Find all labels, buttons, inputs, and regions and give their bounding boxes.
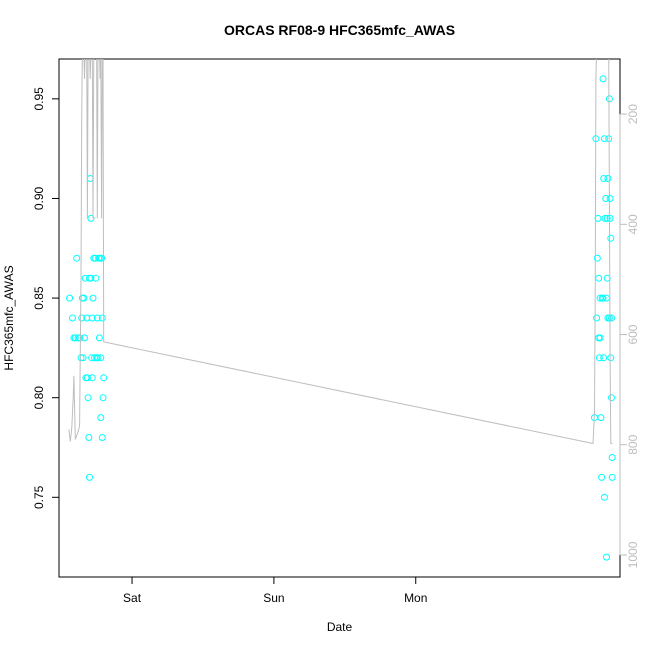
data-point [603,553,610,561]
data-point [81,334,88,342]
data-point [599,294,607,302]
data-point [606,195,614,202]
x-tick-label: Mon [404,591,427,605]
data-point [77,354,85,362]
y-tick-label: 0.85 [32,286,46,310]
data-point [86,473,93,481]
data-point [600,135,608,143]
series-line [68,59,613,445]
data-point [71,334,79,342]
data-point [69,314,76,322]
y-tick-label: 0.75 [32,485,46,509]
data-point [595,354,603,362]
y-tick-label: 0.90 [32,186,46,210]
data-point [600,175,608,182]
data-point [100,374,108,382]
x-tick-label: Sun [263,591,284,605]
y2-tick-label: 1000 [626,541,640,568]
data-point [83,374,91,382]
data-point [93,314,101,322]
data-point [599,75,607,83]
data-point [88,374,96,382]
chart-axes: Sat Sun Mon 0.75 0.80 0.85 0.90 0.95 200 400 600 80… [32,87,640,605]
data-point [73,254,81,262]
data-point [97,354,105,362]
y2-tick-label: 600 [626,324,640,344]
plot-frame [58,58,621,578]
data-point [89,294,97,302]
data-point [595,274,603,282]
data-point [593,314,601,322]
data-point [92,274,100,282]
data-point [98,314,106,322]
x-axis-label: Date [327,620,353,634]
y2-tick-label: 800 [626,434,640,454]
data-point [78,314,86,322]
data-point [607,234,615,242]
data-point [597,414,605,422]
y2-tick-label: 400 [626,214,640,234]
x-tick-label: Sat [123,591,142,605]
data-point [602,195,610,202]
data-point [86,175,94,182]
data-point [608,454,616,461]
data-point [596,334,604,342]
data-point [593,254,601,262]
data-point [98,254,106,262]
data-point [85,434,93,441]
data-point [606,214,614,222]
data-point [600,493,608,501]
y-tick-label: 0.95 [32,87,46,111]
data-point [607,354,615,362]
data-point [608,394,615,402]
data-point [97,414,105,422]
data-point [598,473,606,481]
data-point [600,354,608,362]
y2-tick-label: 200 [626,104,640,124]
data-point [88,314,96,322]
chart-title: ORCAS RF08-9 HFC365mfc_AWAS [224,22,455,38]
data-point [99,394,107,402]
data-point [601,214,609,222]
data-point [603,214,611,222]
data-point [66,294,74,302]
y-axis-label: HFC365mfc_AWAS [2,265,16,370]
data-point [76,334,84,342]
data-point [94,354,102,362]
data-point [87,274,95,282]
data-point [95,334,103,342]
data-point [604,175,612,182]
data-point [608,314,615,322]
data-point [608,473,616,481]
data-point [84,394,92,402]
data-point [98,434,106,441]
data-point [605,314,613,322]
chart-marks [66,59,616,561]
y-tick-label: 0.80 [32,386,46,410]
